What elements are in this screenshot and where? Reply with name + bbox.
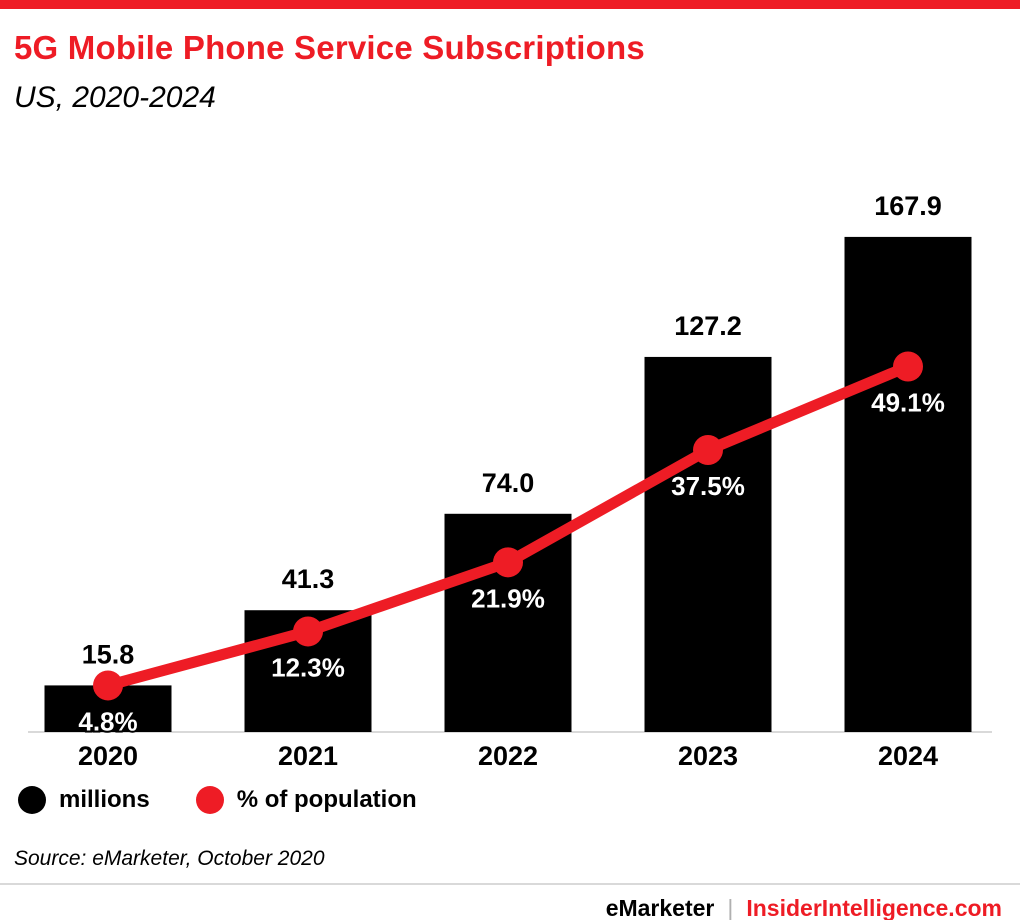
chart-subtitle: US, 2020-2024 [14,81,216,114]
footer-divider [0,883,1020,885]
bar-value-label: 41.3 [282,564,335,594]
percent-value-label: 37.5% [671,471,745,501]
percent-point-2020 [93,670,123,701]
x-axis-label-2021: 2021 [278,741,338,769]
brand-insiderintelligence-link[interactable]: InsiderIntelligence.com [746,895,1002,920]
chart-title: 5G Mobile Phone Service Subscriptions [14,29,645,66]
x-axis-label-2020: 2020 [78,741,138,769]
percent-point-2023 [693,435,723,465]
percent-legend-marker-icon [195,786,224,814]
x-axis-label-2024: 2024 [878,741,938,769]
x-axis-label-2022: 2022 [478,741,538,769]
brand-emarketer: eMarketer [605,895,715,920]
bar-2024 [844,236,972,732]
percent-value-label: 21.9% [471,583,545,613]
legend-item-millions: millions [18,786,150,814]
percent-value-label: 49.1% [871,387,945,417]
brand-footer: eMarketer | InsiderIntelligence.com [0,895,1002,920]
source-note: Source: eMarketer, October 2020 [14,847,325,870]
bar-value-label: 127.2 [674,311,742,341]
bar-value-label: 74.0 [482,468,535,498]
percent-point-2021 [293,616,323,647]
chart-canvas: 15.8 41.3 74.0 127.2 167.9 4.8% 12.3% 21.9% 37.5… [28,191,992,769]
legend-label-percent: % of population [236,786,417,813]
bar-value-label: 15.8 [82,639,135,669]
bar-2023 [644,356,772,732]
bar-value-label: 167.9 [874,191,942,221]
legend-item-percent: % of population [195,786,417,814]
top-accent-bar [0,0,1020,9]
percent-point-2024 [893,351,923,382]
millions-legend-marker-icon [18,786,46,814]
legend-label-millions: millions [59,786,150,813]
combo-chart: 15.8 41.3 74.0 127.2 167.9 4.8% 12.3% 21.9% 37.5… [0,147,1020,769]
percent-value-label: 12.3% [271,652,345,682]
legend: millions % of population [18,783,1020,817]
percent-point-2022 [493,547,523,578]
x-axis-label-2023: 2023 [678,741,738,769]
brand-pipe-divider: | [727,895,734,920]
percent-value-label: 4.8% [78,706,137,736]
bar-2022 [444,513,572,732]
